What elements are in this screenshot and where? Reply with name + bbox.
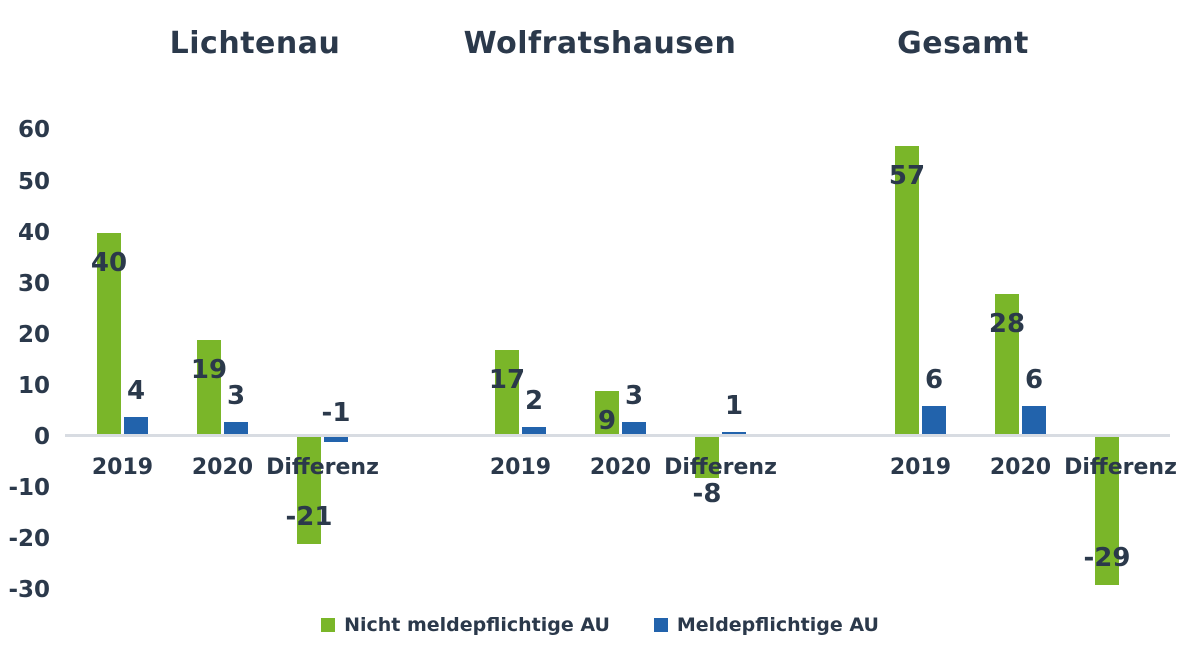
data-label-blue: 3 (624, 380, 644, 411)
bar-nicht-meldepflichtig (995, 293, 1019, 437)
bar-meldepflichtig (224, 421, 248, 437)
category-label: Differenz (1064, 455, 1177, 480)
bar-nicht-meldepflichtig (297, 437, 321, 545)
y-tick-label: 40 (17, 219, 50, 246)
category-label: Differenz (266, 455, 379, 480)
y-tick-label: 30 (17, 270, 50, 297)
bar-meldepflichtig (124, 416, 148, 437)
bar-nicht-meldepflichtig (895, 145, 919, 437)
group-title: Gesamt (897, 26, 1029, 61)
category-label: 2019 (889, 455, 952, 480)
category-label: 2020 (191, 455, 254, 480)
data-label-blue: -1 (321, 398, 351, 428)
bar-meldepflichtig (522, 426, 546, 437)
y-tick-label: -30 (8, 577, 50, 604)
legend-item: Nicht meldepflichtige AU (321, 614, 610, 636)
y-tick-label: -10 (8, 475, 50, 502)
category-label: 2020 (989, 455, 1052, 480)
data-label-green: -8 (692, 478, 722, 509)
bar-meldepflichtig (622, 421, 646, 437)
data-label-green: -29 (1083, 543, 1131, 574)
data-label-blue: 1 (724, 390, 744, 421)
legend-item: Meldepflichtige AU (653, 614, 879, 636)
x-axis-line (65, 434, 1170, 437)
y-tick-label: -20 (8, 526, 50, 553)
y-tick-label: 20 (17, 321, 50, 348)
data-label-blue: 6 (1024, 365, 1044, 396)
bar-meldepflichtig (1022, 406, 1046, 437)
group-title: Lichtenau (169, 26, 341, 61)
data-label-blue: 4 (126, 375, 146, 406)
legend-swatch-blue-icon (653, 618, 668, 632)
group-title: Wolfratshausen (463, 26, 737, 61)
chart-legend: Nicht meldepflichtige AU Meldepflichtige … (0, 614, 1200, 636)
data-label-blue: 2 (524, 385, 544, 416)
data-label-green: 57 (888, 160, 926, 191)
category-label: 2019 (489, 455, 552, 480)
bar-nicht-meldepflichtig (197, 339, 221, 437)
data-label-green: 28 (988, 308, 1026, 339)
data-label-blue: 3 (226, 380, 246, 411)
data-label-green: 40 (90, 247, 128, 278)
category-label: 2019 (91, 455, 154, 480)
data-label-blue: 6 (924, 365, 944, 396)
bar-nicht-meldepflichtig (1095, 437, 1119, 586)
bar-meldepflichtig (922, 406, 946, 437)
bar-nicht-meldepflichtig (97, 232, 121, 437)
legend-swatch-green-icon (321, 618, 336, 632)
data-label-green: -21 (285, 502, 333, 533)
data-label-green: 19 (190, 354, 228, 385)
category-label: Differenz (664, 455, 777, 480)
bar-nicht-meldepflichtig (695, 437, 719, 478)
bar-nicht-meldepflichtig (595, 391, 619, 437)
data-label-green: 9 (597, 406, 617, 436)
category-label: 2020 (589, 455, 652, 480)
bar-nicht-meldepflichtig (495, 350, 519, 437)
y-tick-label: 50 (17, 168, 50, 195)
y-tick-label: 10 (17, 372, 50, 399)
bar-meldepflichtig (324, 437, 348, 443)
data-label-green: 17 (488, 365, 526, 396)
legend-label: Nicht meldepflichtige AU (344, 614, 610, 636)
y-tick-label: 0 (33, 424, 50, 450)
legend-label: Meldepflichtige AU (676, 614, 879, 636)
y-tick-label: 60 (17, 117, 50, 144)
